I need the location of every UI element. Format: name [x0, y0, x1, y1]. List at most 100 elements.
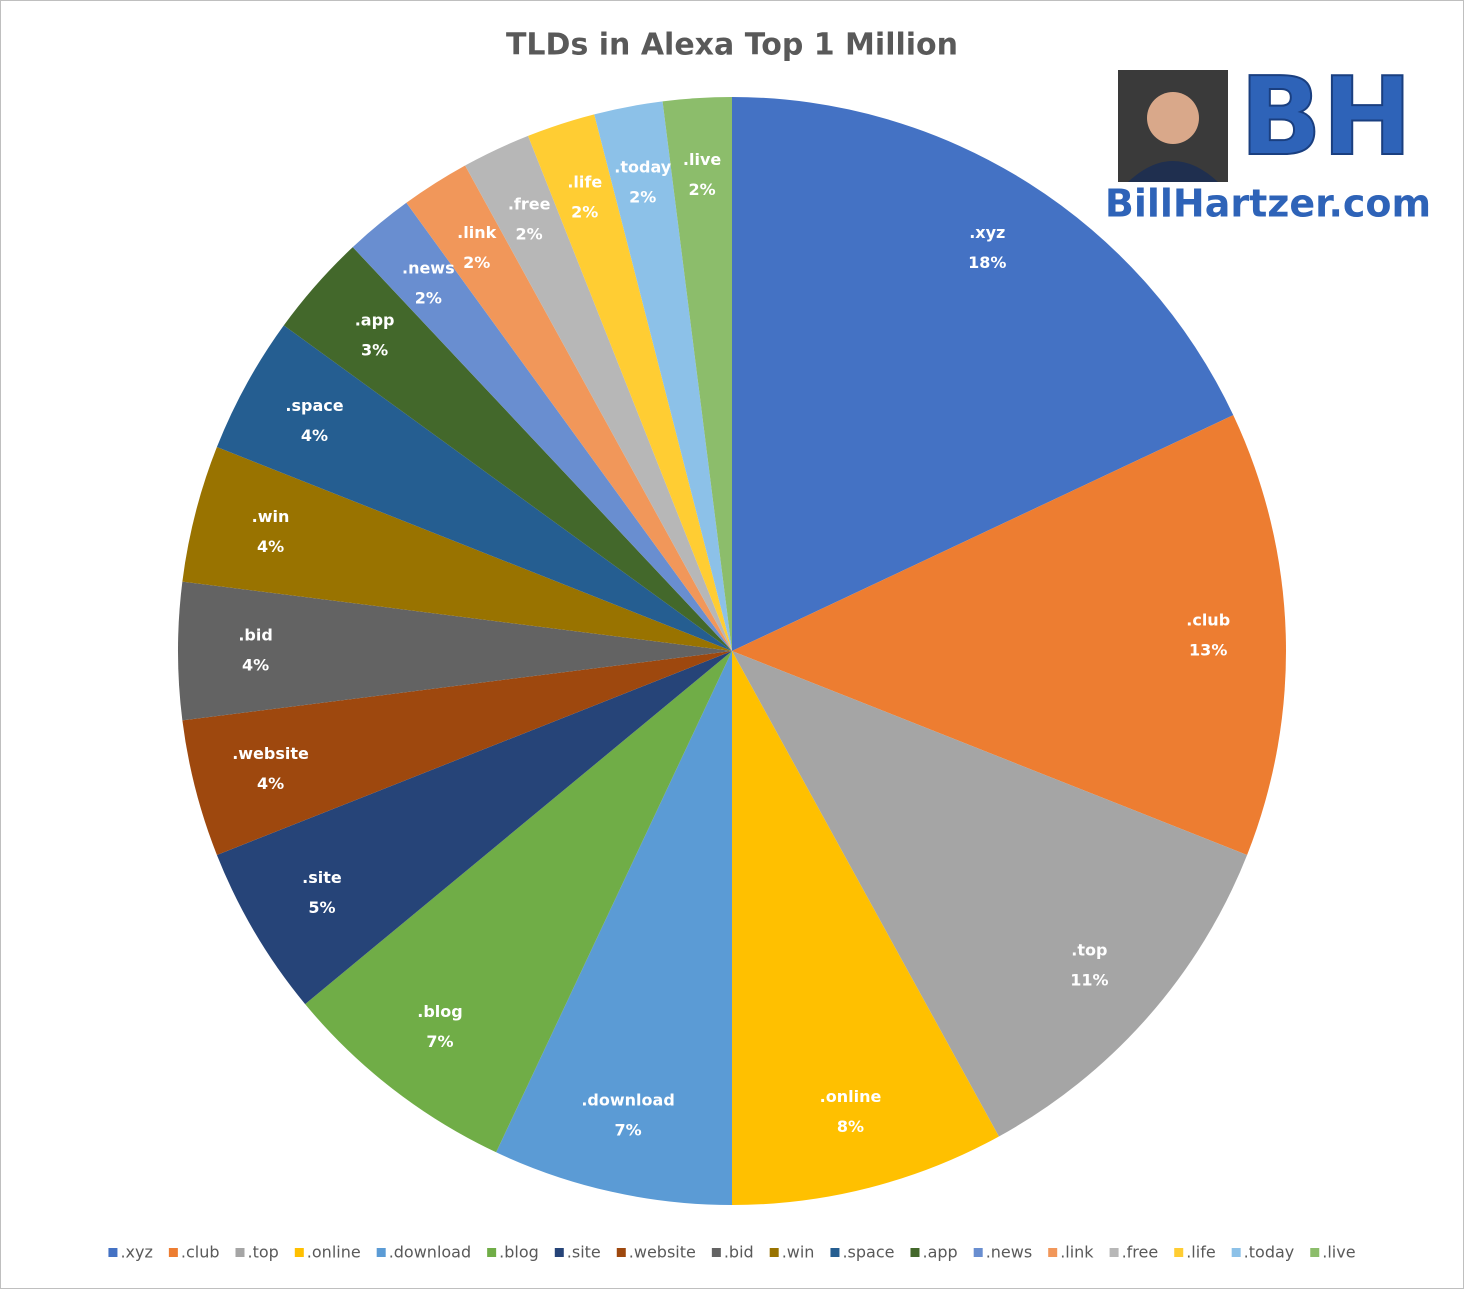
- legend-label: .news: [986, 1243, 1033, 1262]
- slice-value-label: 2%: [415, 288, 442, 307]
- legend-label: .bid: [724, 1243, 754, 1262]
- slice-value-label: 4%: [257, 537, 284, 556]
- slice-label: .blog: [417, 1002, 462, 1021]
- legend-swatch: [1174, 1248, 1184, 1257]
- slice-value-label: 7%: [426, 1032, 453, 1051]
- legend-swatch: [769, 1248, 779, 1257]
- slice-value-label: 2%: [629, 187, 656, 206]
- slice-label: .news: [402, 258, 455, 277]
- slice: [406, 165, 732, 651]
- slice: [216, 325, 733, 651]
- slice-label: .bid: [238, 626, 272, 645]
- legend-swatch: [1310, 1248, 1320, 1257]
- slice: [732, 97, 1234, 651]
- legend-swatch: [973, 1248, 983, 1257]
- legend-swatch: [1231, 1248, 1241, 1257]
- slice-value-label: 2%: [571, 202, 598, 221]
- slice-label: .online: [820, 1087, 882, 1106]
- slice-label: .top: [1071, 941, 1107, 960]
- slice-label: .app: [355, 310, 395, 329]
- legend-swatch: [830, 1248, 840, 1257]
- slice-value-label: 7%: [614, 1120, 641, 1139]
- slice-value-label: 18%: [968, 253, 1006, 272]
- slice-value-label: 3%: [361, 340, 388, 359]
- slice: [594, 101, 732, 651]
- slice: [352, 202, 732, 652]
- logo-letters: BH: [1240, 55, 1413, 180]
- logo-shoulders: [1128, 161, 1218, 182]
- logo: BH BillHartzer.com: [1105, 54, 1431, 232]
- slice: [528, 114, 732, 652]
- slice: [732, 415, 1286, 855]
- slice-value-label: 13%: [1189, 641, 1227, 660]
- slice-label: .download: [581, 1090, 674, 1109]
- legend-swatch: [168, 1248, 178, 1257]
- legend-swatch: [554, 1248, 564, 1257]
- slice-labels: .xyz 18% .club 13% .top 11% .online 8% .download…: [232, 150, 1230, 1139]
- slice: [177, 581, 732, 721]
- chart-title: TLDs in Alexa Top 1 Million: [506, 28, 958, 63]
- slice-label: .win: [252, 507, 290, 526]
- slice-value-label: 8%: [837, 1117, 864, 1136]
- slice-label: .free: [508, 194, 551, 213]
- legend-label: .download: [389, 1243, 471, 1262]
- slice-value-label: 5%: [308, 898, 335, 917]
- legend-label: .blog: [499, 1243, 539, 1262]
- slice-label: .space: [285, 396, 343, 415]
- legend: .xyz .club .top .online .download .blog .site.…: [108, 1243, 1356, 1262]
- legend-label: .link: [1060, 1243, 1094, 1262]
- slice: [496, 651, 732, 1205]
- slice-value-label: 2%: [688, 180, 715, 199]
- legend-label: .space: [842, 1243, 894, 1262]
- legend-swatch: [910, 1248, 920, 1257]
- legend-label: .online: [307, 1243, 361, 1262]
- slice-value-label: 4%: [257, 774, 284, 793]
- slice: [662, 97, 732, 651]
- slice: [305, 651, 732, 1153]
- slice-label: .life: [567, 172, 602, 191]
- slice-label: .today: [614, 157, 671, 176]
- legend-label: .club: [181, 1243, 220, 1262]
- legend-label: .app: [922, 1243, 957, 1262]
- slice-label: .site: [302, 868, 342, 887]
- legend-label: .top: [247, 1243, 278, 1262]
- legend-swatch: [1048, 1248, 1058, 1257]
- slice-value-label: 2%: [463, 253, 490, 272]
- slice-label: .website: [232, 744, 309, 763]
- legend-swatch: [108, 1248, 118, 1257]
- legend-swatch: [294, 1248, 304, 1257]
- slice-value-label: 4%: [242, 656, 269, 675]
- slice: [182, 447, 732, 651]
- legend-swatch: [487, 1248, 497, 1257]
- legend-label: .xyz: [120, 1243, 152, 1262]
- legend-label: .site: [567, 1243, 601, 1262]
- legend-swatch: [616, 1248, 626, 1257]
- legend-swatch: [1109, 1248, 1119, 1257]
- legend-label: .live: [1322, 1243, 1355, 1262]
- slice-label: .live: [683, 150, 721, 169]
- legend-label: .website: [629, 1243, 696, 1262]
- slice: [283, 247, 732, 652]
- slice-label: .xyz: [969, 223, 1005, 242]
- logo-text: BillHartzer.com: [1105, 182, 1431, 226]
- legend-swatch: [235, 1248, 245, 1257]
- legend-label: .free: [1122, 1243, 1159, 1262]
- slice: [465, 135, 732, 652]
- slice: [732, 651, 1248, 1137]
- legend-label: .today: [1244, 1243, 1295, 1262]
- slice-value-label: 4%: [301, 426, 328, 445]
- slice-label: .link: [457, 223, 496, 242]
- logo-face: [1147, 92, 1199, 144]
- legend-swatch: [376, 1248, 386, 1257]
- slice: [216, 651, 733, 1005]
- slice-value-label: 11%: [1070, 971, 1108, 990]
- slice: [182, 651, 732, 855]
- legend-label: .win: [782, 1243, 815, 1262]
- slice-label: .club: [1186, 611, 1230, 630]
- legend-swatch: [711, 1248, 721, 1257]
- legend-label: .life: [1186, 1243, 1215, 1262]
- slice-value-label: 2%: [516, 224, 543, 243]
- slice: [732, 651, 999, 1205]
- slices: [177, 97, 1286, 1205]
